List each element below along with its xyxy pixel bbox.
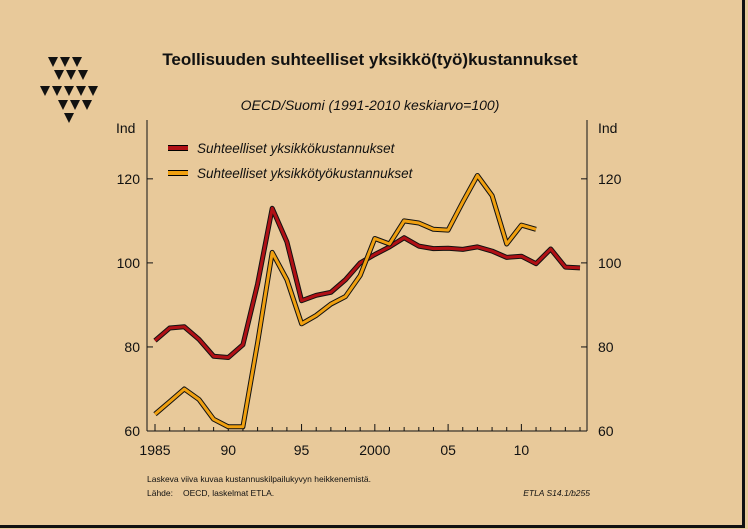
y-tick-label-right: 100 [598, 255, 622, 271]
source-label: Lähde: [147, 488, 173, 498]
chart-code: ETLA S14.1/b255 [523, 488, 590, 498]
y-tick-label-right: 80 [598, 339, 614, 355]
series-line-2 [154, 174, 537, 429]
x-tick-label: 90 [220, 442, 236, 458]
y-tick-label-left: 60 [124, 423, 140, 439]
y-tick-label-left: 120 [117, 171, 141, 187]
y-axis-label-left: Ind [116, 120, 135, 136]
etla-logo-icon [40, 57, 98, 123]
y-tick-label-left: 80 [124, 339, 140, 355]
y-tick-label-left: 100 [117, 255, 141, 271]
x-tick-label: 2000 [359, 442, 390, 458]
x-tick-label: 1985 [139, 442, 170, 458]
y-tick-label-right: 60 [598, 423, 614, 439]
chart-title: Teollisuuden suhteelliset yksikkö(työ)ku… [162, 50, 578, 69]
chart-subtitle: OECD/Suomi (1991-2010 keskiarvo=100) [241, 97, 500, 113]
x-tick-label: 95 [294, 442, 310, 458]
legend-label-2: Suhteelliset yksikkötyökustannukset [197, 166, 414, 181]
x-tick-label: 10 [514, 442, 530, 458]
source-text: OECD, laskelmat ETLA. [183, 488, 274, 498]
series-lines [153, 173, 581, 430]
legend-label-1: Suhteelliset yksikkökustannukset [197, 141, 396, 156]
footnote: Laskeva viiva kuvaa kustannuskilpailukyv… [147, 474, 371, 484]
y-ticks: 60 60 80 80 100 100 120 120 [117, 171, 622, 439]
series-line-outline-2 [153, 173, 537, 430]
y-tick-label-right: 120 [598, 171, 622, 187]
y-axis-label-right: Ind [598, 120, 617, 136]
legend: Suhteelliset yksikkökustannukset Suhteel… [168, 141, 414, 181]
x-tick-label: 05 [440, 442, 456, 458]
x-ticks: 1985 90 95 2000 05 10 [139, 424, 581, 458]
